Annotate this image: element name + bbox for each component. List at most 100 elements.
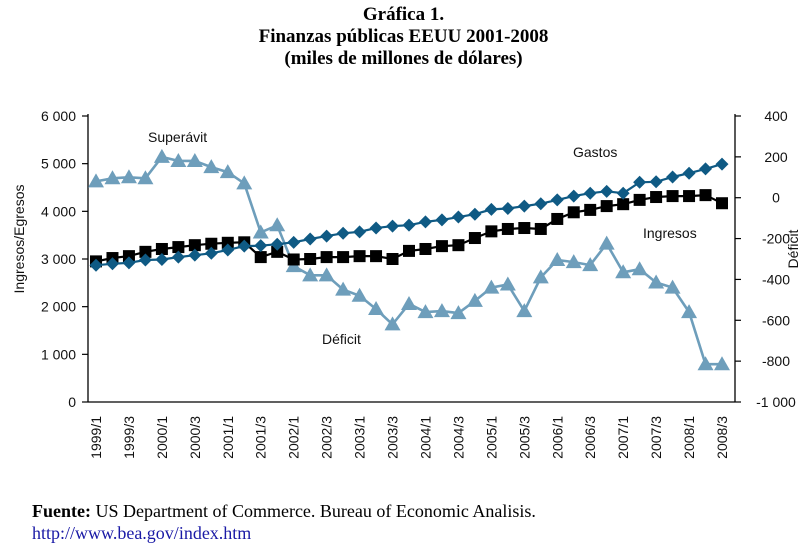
annotation-gastos: Gastos bbox=[573, 144, 617, 160]
data-point-diamond bbox=[336, 226, 350, 240]
data-point-square bbox=[221, 236, 234, 249]
data-point-square bbox=[452, 239, 465, 252]
data-point-diamond bbox=[353, 225, 367, 239]
series-layer bbox=[88, 148, 730, 371]
data-point-triangle bbox=[137, 170, 154, 185]
data-point-diamond bbox=[320, 229, 334, 243]
data-point-diamond bbox=[682, 166, 696, 180]
right-y-ticks: -1 000 -800 -600 -400 -200 0 200 400 bbox=[735, 108, 796, 410]
data-point-square bbox=[386, 253, 399, 265]
right-tick-label: -200 bbox=[762, 231, 790, 247]
data-point-square bbox=[155, 242, 168, 255]
data-point-triangle bbox=[648, 274, 665, 289]
data-point-triangle bbox=[219, 164, 236, 179]
source-footer: Fuente: US Department of Commerce. Burea… bbox=[32, 500, 536, 544]
x-tick-label: 2004/1 bbox=[417, 416, 433, 459]
data-point-square bbox=[205, 237, 218, 250]
data-point-triangle bbox=[318, 267, 335, 282]
y2-axis-label: Déficit bbox=[785, 229, 801, 268]
data-point-square bbox=[254, 251, 267, 264]
left-tick-label: 2 000 bbox=[41, 299, 76, 315]
data-point-triangle bbox=[236, 175, 253, 190]
data-point-square bbox=[139, 245, 152, 258]
x-tick-label: 2004/3 bbox=[450, 416, 466, 459]
x-tick-label: 2002/1 bbox=[286, 416, 302, 459]
data-point-triangle bbox=[384, 316, 401, 331]
data-point-triangle bbox=[269, 217, 286, 232]
x-tick-label: 2006/1 bbox=[549, 416, 565, 459]
data-point-diamond bbox=[369, 221, 383, 235]
data-point-triangle bbox=[153, 148, 170, 163]
chart-title-line-3: (miles de millones de dólares) bbox=[284, 48, 523, 69]
right-tick-label: 400 bbox=[764, 108, 788, 124]
x-tick-label: 2001/3 bbox=[253, 416, 269, 459]
data-point-triangle bbox=[681, 304, 698, 319]
data-point-triangle bbox=[401, 295, 417, 310]
data-point-square bbox=[337, 251, 350, 264]
y-axis-label: Ingresos/Egresos bbox=[11, 185, 27, 294]
data-point-square bbox=[716, 197, 728, 210]
data-point-diamond bbox=[649, 175, 663, 189]
left-tick-label: 3 000 bbox=[41, 251, 76, 267]
series-gastos bbox=[89, 157, 729, 272]
data-point-diamond bbox=[517, 199, 531, 213]
data-point-triangle bbox=[417, 304, 434, 319]
data-point-diamond bbox=[386, 219, 400, 233]
right-tick-label: -1 000 bbox=[756, 394, 796, 410]
data-point-square bbox=[551, 212, 564, 225]
data-point-triangle bbox=[664, 279, 681, 294]
data-point-diamond bbox=[237, 239, 251, 253]
source-link[interactable]: http://www.bea.gov/index.htm bbox=[32, 523, 252, 543]
annotation-deficit: Déficit bbox=[322, 331, 361, 347]
x-tick-label: 1999/1 bbox=[88, 416, 104, 459]
data-point-square bbox=[271, 245, 284, 258]
data-point-diamond bbox=[583, 186, 597, 200]
data-point-diamond bbox=[699, 162, 713, 176]
data-point-square bbox=[304, 253, 317, 265]
x-tick-label: 2005/1 bbox=[483, 416, 499, 459]
right-tick-label: -800 bbox=[762, 353, 790, 369]
data-point-square bbox=[650, 191, 663, 204]
x-tick-label: 2007/1 bbox=[615, 416, 631, 459]
data-point-square bbox=[699, 189, 712, 202]
chart-title-line-2: Finanzas públicas EEUU 2001-2008 bbox=[258, 26, 549, 47]
annotation-superavit: Superávit bbox=[148, 129, 207, 145]
data-point-square bbox=[172, 241, 185, 254]
data-point-diamond bbox=[715, 157, 729, 171]
data-point-square bbox=[683, 190, 696, 203]
data-point-square bbox=[518, 222, 531, 235]
data-point-square bbox=[567, 206, 580, 219]
left-tick-label: 4 000 bbox=[41, 203, 76, 219]
right-tick-label: -400 bbox=[762, 271, 790, 287]
data-point-diamond bbox=[188, 248, 202, 262]
data-point-diamond bbox=[303, 232, 317, 246]
data-point-square bbox=[419, 242, 432, 255]
data-point-triangle bbox=[351, 287, 368, 302]
data-point-diamond bbox=[418, 215, 432, 229]
data-point-diamond bbox=[534, 197, 548, 211]
data-point-diamond bbox=[484, 202, 498, 216]
data-point-triangle bbox=[88, 173, 104, 188]
data-point-diamond bbox=[105, 257, 119, 271]
data-point-triangle bbox=[120, 169, 137, 184]
left-tick-label: 5 000 bbox=[41, 156, 76, 172]
data-point-square bbox=[403, 244, 415, 257]
data-point-diamond bbox=[501, 201, 515, 215]
data-point-triangle bbox=[335, 281, 352, 296]
data-point-diamond bbox=[435, 213, 449, 227]
data-point-triangle bbox=[549, 252, 566, 267]
data-point-square bbox=[188, 239, 201, 252]
data-point-triangle bbox=[433, 303, 450, 318]
left-tick-label: 1 000 bbox=[41, 346, 76, 362]
data-point-triangle bbox=[714, 356, 730, 371]
data-point-square bbox=[617, 198, 630, 211]
x-tick-labels: 1999/1 1999/3 2000/1 2000/3 2001/1 2001/3 2002… bbox=[88, 416, 730, 459]
data-point-triangle bbox=[186, 152, 203, 167]
x-tick-label: 2003/1 bbox=[352, 416, 368, 459]
data-point-square bbox=[370, 250, 383, 263]
data-point-triangle bbox=[532, 269, 549, 284]
series-deficit bbox=[88, 148, 730, 371]
data-point-square bbox=[122, 250, 135, 263]
x-tick-label: 2003/3 bbox=[385, 416, 401, 459]
